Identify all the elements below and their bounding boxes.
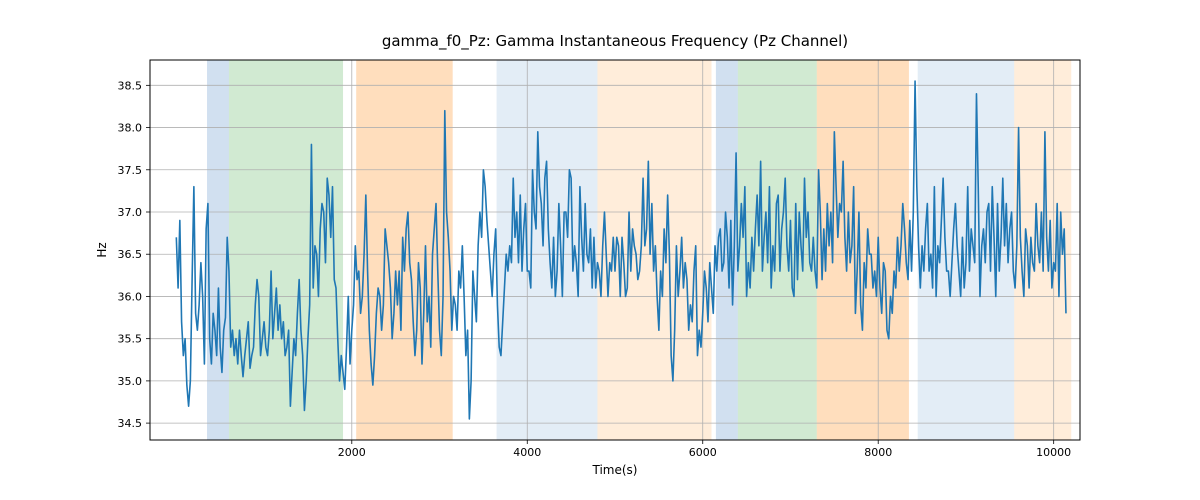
ytick-label: 34.5	[118, 417, 143, 430]
shaded-bands	[207, 60, 1071, 440]
ytick-label: 38.5	[118, 79, 143, 92]
chart-svg: 2000 4000 6000 8000 10000 34.5 35.0 35.5 36.0 36.…	[0, 0, 1200, 500]
ytick-label: 37.0	[118, 206, 143, 219]
y-axis-label: Hz	[95, 242, 109, 257]
ytick-label: 35.5	[118, 333, 143, 346]
xtick-label: 4000	[513, 446, 541, 459]
xtick-label: 10000	[1036, 446, 1071, 459]
band-7	[817, 60, 909, 440]
band-2	[356, 60, 453, 440]
band-0	[207, 60, 229, 440]
ytick-label: 36.0	[118, 290, 143, 303]
xtick-label: 6000	[689, 446, 717, 459]
ytick-label: 37.5	[118, 164, 143, 177]
xtick-label: 8000	[864, 446, 892, 459]
x-axis-label: Time(s)	[592, 463, 638, 477]
chart-title: gamma_f0_Pz: Gamma Instantaneous Frequen…	[382, 32, 848, 51]
xtick-label: 2000	[338, 446, 366, 459]
ytick-label: 35.0	[118, 375, 143, 388]
ytick-label: 36.5	[118, 248, 143, 261]
chart-container: 2000 4000 6000 8000 10000 34.5 35.0 35.5 36.0 36.…	[0, 0, 1200, 500]
ytick-label: 38.0	[118, 122, 143, 135]
band-6	[738, 60, 817, 440]
